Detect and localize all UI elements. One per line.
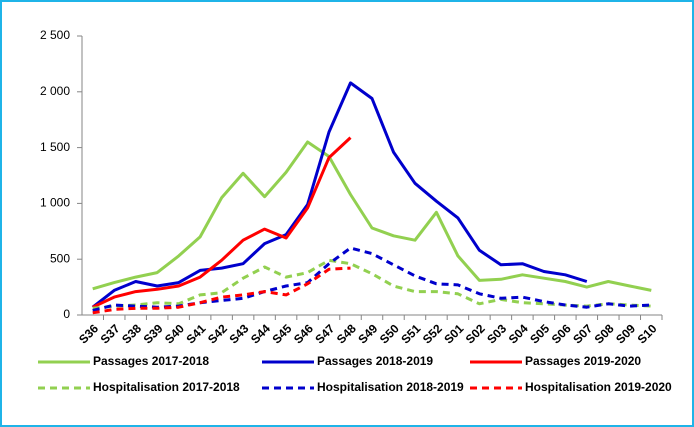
y-tick-label: 0 (63, 307, 70, 321)
series-line (92, 140, 652, 292)
series-line (91, 81, 588, 309)
legend-label: Passages 2017-2018 (93, 354, 209, 368)
y-tick-label: 500 (50, 251, 70, 265)
series-line (92, 266, 351, 315)
legend-label: Hospitalisation 2018-2019 (317, 380, 464, 394)
legend-label: Passages 2019-2020 (525, 354, 641, 368)
y-tick-label: 2 500 (40, 28, 70, 42)
legend-label: Hospitalisation 2017-2018 (93, 380, 240, 394)
series-line (92, 136, 352, 309)
y-tick-label: 1 000 (40, 196, 70, 210)
legend-label: Hospitalisation 2019-2020 (525, 380, 672, 394)
y-tick-label: 2 000 (40, 84, 70, 98)
legend-label: Passages 2018-2019 (317, 354, 433, 368)
y-tick-label: 1 500 (40, 140, 70, 154)
